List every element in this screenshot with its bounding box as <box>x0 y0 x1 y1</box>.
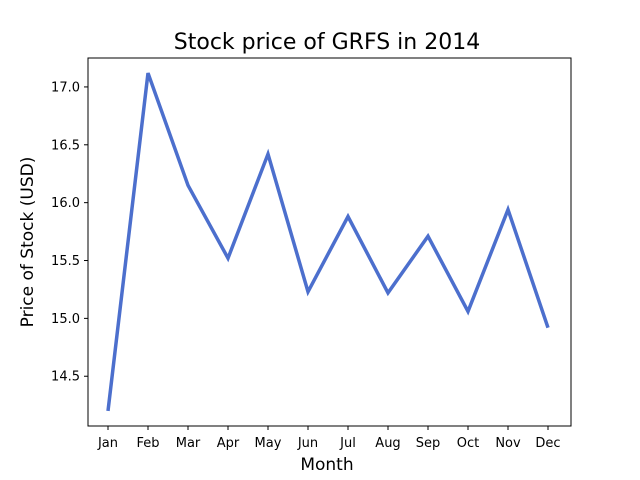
y-tick-label: 16.5 <box>51 138 80 153</box>
x-tick-label: Dec <box>535 436 560 451</box>
series-line <box>106 72 550 412</box>
x-tick-label: Sep <box>416 436 441 451</box>
x-tick-label: Jun <box>297 436 318 451</box>
x-tick-label: Nov <box>495 436 521 451</box>
y-tick-label: 17.0 <box>51 80 80 95</box>
series-layer <box>106 72 550 412</box>
x-tick-label: Jul <box>339 436 356 451</box>
y-tick-label: 15.5 <box>51 254 80 269</box>
x-tick-label: Apr <box>217 436 240 451</box>
x-tick-label: May <box>255 436 282 451</box>
y-tick-label: 14.5 <box>51 370 80 385</box>
x-axis-label: Month <box>300 455 353 475</box>
y-axis: 14.5 15.0 15.5 16.0 16.5 17.0 <box>51 80 88 385</box>
x-tick-label: Feb <box>136 436 159 451</box>
y-axis-label: Price of Stock (USD) <box>18 157 38 328</box>
y-tick-label: 16.0 <box>51 196 80 211</box>
x-tick-label: Oct <box>457 436 479 451</box>
x-tick-label: Jan <box>97 436 118 451</box>
x-axis: Jan Feb Mar Apr May Jun Jul Aug Sep Oct Nov Dec <box>97 426 561 451</box>
y-tick-label: 15.0 <box>51 312 80 327</box>
chart-title: Stock price of GRFS in 2014 <box>174 30 480 55</box>
plot-area-frame <box>87 57 572 427</box>
x-tick-label: Mar <box>176 436 201 451</box>
x-tick-label: Aug <box>375 436 400 451</box>
